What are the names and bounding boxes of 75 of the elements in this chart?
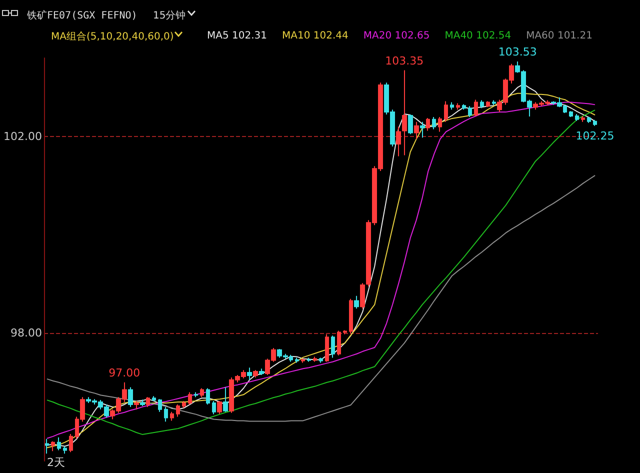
candlestick <box>456 102 460 110</box>
candlestick <box>307 357 311 362</box>
candlestick <box>331 335 335 358</box>
candlestick <box>164 406 168 422</box>
candlestick <box>45 438 49 454</box>
candlestick <box>301 358 305 364</box>
annotation: 103.53 <box>498 45 537 58</box>
text: MA20 102.65 <box>363 30 430 42</box>
candlestick <box>414 121 419 140</box>
chart-title: 铁矿FE07(SGX FEFNO) <box>26 10 138 22</box>
candlestick <box>426 117 430 132</box>
candlestick <box>134 400 139 410</box>
chart-subtitle: 15分钟 <box>153 10 186 22</box>
candlestick <box>212 400 216 415</box>
candlestick <box>140 399 145 406</box>
legend-title: MA组合(5,10,20,40,60,0) <box>51 30 174 42</box>
candlestick <box>354 295 359 310</box>
candlestick <box>444 100 448 122</box>
candlestick <box>146 396 150 408</box>
candlestick <box>259 368 264 376</box>
candlestick <box>223 386 228 412</box>
candlestick <box>313 356 317 362</box>
line-series <box>46 174 596 422</box>
text: MA60 101.21 <box>526 30 592 42</box>
candlestick <box>337 330 341 356</box>
candlestick <box>176 404 180 418</box>
candlestick <box>63 446 67 454</box>
candlestick <box>247 367 252 380</box>
candlestick <box>128 386 133 408</box>
candlestick <box>432 116 436 130</box>
candlestick <box>51 440 55 452</box>
candlestick <box>402 70 407 156</box>
candlestick <box>396 126 401 157</box>
candlestick <box>217 400 222 414</box>
text: MA5 102.31 <box>207 30 267 42</box>
annotation: 103.35 <box>385 54 424 68</box>
candlestick <box>438 116 442 132</box>
candlestick <box>581 115 585 122</box>
candlestick <box>295 357 299 364</box>
annotation: 2天 <box>47 456 65 469</box>
candlestick <box>188 392 192 405</box>
candlestick <box>69 433 73 453</box>
candlestick <box>474 99 478 116</box>
candlestick <box>253 370 258 378</box>
candlestick <box>182 400 186 408</box>
candlestick <box>492 100 496 106</box>
candlestick <box>360 282 365 310</box>
candlestick <box>57 436 61 451</box>
candlestick <box>462 104 466 110</box>
candlestick <box>349 298 353 334</box>
candlestick <box>468 106 472 118</box>
y-tick-label: 102.00 <box>4 130 42 144</box>
candlestick <box>450 102 454 110</box>
text: MA40 102.54 <box>444 30 512 42</box>
annotation: 97.00 <box>108 366 140 380</box>
candlestick <box>569 110 573 118</box>
candlestick <box>319 357 323 364</box>
candlestick <box>206 388 210 405</box>
candlestick <box>486 100 490 108</box>
candlestick <box>343 330 347 335</box>
annotation: 102.25 <box>576 129 614 142</box>
candlestick <box>593 119 597 126</box>
candlestick <box>420 121 425 138</box>
candlestick <box>158 398 162 412</box>
text: MA10 102.44 <box>282 30 348 42</box>
candlestick <box>408 114 413 135</box>
candlestick <box>325 334 329 362</box>
candlestick <box>194 392 198 398</box>
candlestick <box>575 114 579 122</box>
candlestick <box>170 411 174 422</box>
candlestick <box>152 396 156 402</box>
candlestick <box>480 100 484 109</box>
candlestick <box>587 116 591 124</box>
candlestick <box>200 388 204 398</box>
y-tick-label: 98.00 <box>10 326 42 340</box>
